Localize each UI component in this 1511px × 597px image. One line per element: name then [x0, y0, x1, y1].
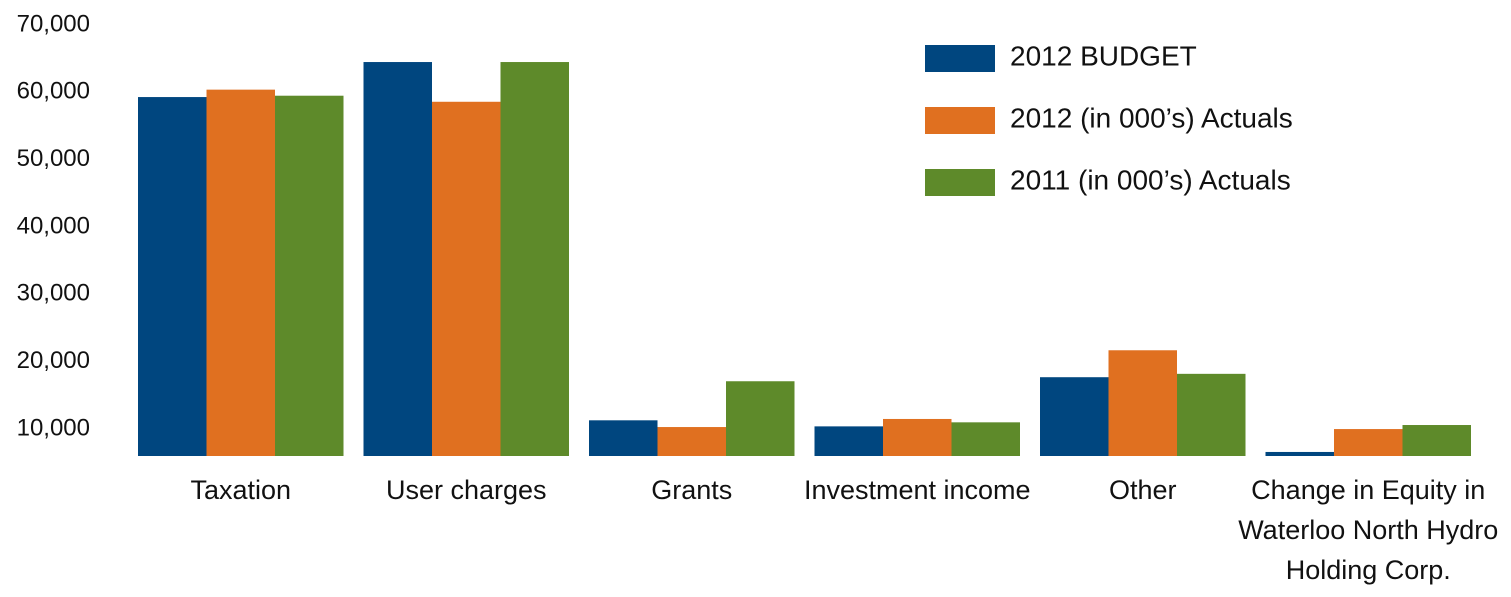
bar	[275, 95, 344, 456]
bar	[363, 62, 432, 456]
x-tick-label: Investment income	[803, 475, 1031, 505]
bar	[589, 420, 658, 456]
bar	[814, 426, 883, 456]
x-tick-label: User charges	[385, 475, 547, 505]
y-tick-label: 50,000	[17, 145, 90, 172]
legend-swatch	[925, 107, 995, 134]
bar	[1108, 350, 1177, 456]
y-tick-label: 10,000	[17, 414, 90, 441]
legend-swatch	[925, 169, 995, 196]
bar	[1265, 451, 1334, 456]
x-tick-label: Grants	[651, 475, 733, 505]
y-tick-label: 60,000	[17, 78, 90, 105]
y-tick-label: 20,000	[17, 347, 90, 374]
legend-label: 2011 (in 000’s) Actuals	[1010, 164, 1291, 195]
bar	[138, 97, 207, 457]
y-tick-label: 30,000	[17, 280, 90, 307]
bar	[432, 101, 501, 456]
bar	[883, 418, 952, 456]
bar	[726, 381, 795, 456]
legend-swatch	[925, 45, 995, 72]
legend-label: 2012 BUDGET	[1010, 40, 1197, 71]
legend-label: 2012 (in 000’s) Actuals	[1010, 102, 1293, 133]
bar	[1334, 429, 1403, 456]
bar	[657, 427, 726, 456]
x-tick-label: Taxation	[190, 475, 292, 505]
y-tick-label: 40,000	[17, 212, 90, 239]
bar	[500, 62, 569, 456]
x-tick-label: Other	[1108, 475, 1177, 505]
bar	[1040, 377, 1109, 456]
x-tick-label: Change in Equity in Waterloo North Hydro…	[1238, 475, 1499, 585]
bar	[951, 422, 1020, 456]
bar	[206, 89, 275, 457]
y-tick-label: 70,000	[17, 10, 90, 37]
bar	[1177, 373, 1246, 456]
bar	[1402, 425, 1471, 456]
